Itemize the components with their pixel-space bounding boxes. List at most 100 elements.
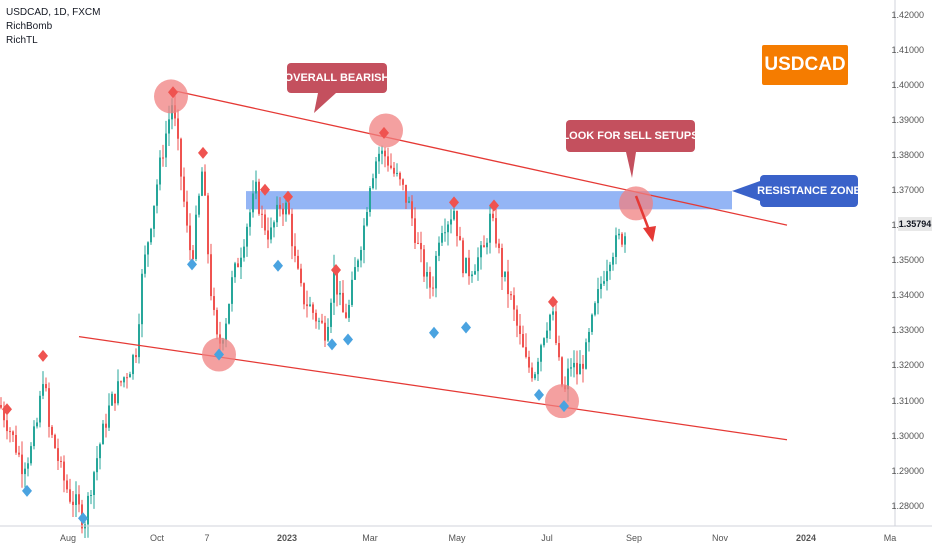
candle-body: [516, 309, 518, 326]
candle-body: [585, 342, 587, 369]
candle-body: [513, 295, 515, 310]
candle-body: [453, 210, 455, 220]
candle-body: [183, 176, 185, 202]
candle-body: [456, 210, 458, 237]
symbol-info: USDCAD, 1D, FXCM: [6, 7, 101, 18]
candle-body: [360, 249, 362, 261]
candle-body: [273, 222, 275, 228]
candle-body: [150, 228, 152, 243]
candle-body: [279, 204, 281, 209]
candle-body: [306, 304, 308, 307]
candle-body: [231, 277, 233, 304]
candle-body: [207, 195, 209, 255]
sell-arrow-head: [643, 226, 656, 242]
candle-body: [108, 405, 110, 428]
price-tick-label: 1.31000: [891, 395, 924, 406]
price-tick-label: 1.29000: [891, 465, 924, 476]
price-tick-label: 1.38000: [891, 150, 924, 161]
candle-body: [450, 219, 452, 225]
candle-body: [159, 157, 161, 185]
candle-body: [156, 184, 158, 206]
candle-body: [258, 181, 260, 214]
time-tick-label: Jul: [541, 533, 553, 543]
candle-body: [18, 452, 20, 455]
candle-body: [210, 254, 212, 297]
candle-body: [573, 362, 575, 368]
candle-body: [363, 225, 365, 250]
candle-body: [330, 302, 332, 327]
buy-signal-diamond: [187, 258, 197, 271]
sell-signal-diamond: [548, 295, 558, 308]
candle-body: [288, 202, 290, 214]
candle-body: [105, 423, 107, 428]
candle-body: [147, 242, 149, 255]
indicator-richtl[interactable]: RichTL: [6, 35, 38, 46]
time-tick-label: 7: [204, 533, 210, 543]
candle-body: [390, 165, 392, 168]
sell-signal-diamond: [168, 86, 178, 99]
highlight-circle: [619, 186, 653, 221]
time-tick-label: Ma: [883, 533, 897, 543]
candle-body: [432, 287, 434, 289]
candle-body: [369, 188, 371, 213]
candle-body: [276, 204, 278, 223]
candle-body: [45, 384, 47, 389]
candle-body: [318, 320, 320, 322]
overall-bearish-callout: OVERALL BEARISH: [285, 63, 389, 93]
time-tick-label: Nov: [711, 533, 729, 543]
trendlines: [78, 89, 788, 441]
candle-body: [441, 233, 443, 243]
sell-signal-diamond: [449, 196, 459, 209]
candle-body: [90, 494, 92, 496]
zone-callout-pointer: [732, 181, 760, 201]
candle-body: [39, 395, 41, 423]
candle-body: [0, 405, 2, 408]
candle-body: [312, 304, 314, 313]
candle-body: [255, 181, 257, 194]
sell-signal-diamond: [379, 126, 389, 139]
candle-body: [525, 347, 527, 357]
candle-body: [354, 267, 356, 280]
candle-body: [36, 422, 38, 427]
candle-body: [12, 431, 14, 436]
candle-body: [384, 150, 386, 157]
price-tick-label: 1.33000: [891, 325, 924, 336]
candle-body: [93, 472, 95, 495]
candle-body: [618, 233, 620, 236]
buy-signal-diamond: [559, 400, 569, 413]
candle-body: [15, 435, 17, 453]
candle-body: [498, 243, 500, 248]
candle-body: [372, 178, 374, 189]
candle-body: [357, 260, 359, 268]
candle-body: [345, 312, 347, 318]
candle-body: [285, 202, 287, 215]
candle-body: [153, 205, 155, 229]
resistance-zone: [246, 191, 732, 210]
candle-body: [87, 495, 89, 525]
buy-signal-diamond: [534, 388, 544, 401]
candle-body: [408, 201, 410, 203]
candle-body: [429, 271, 431, 288]
candle-body: [396, 172, 398, 174]
candle-body: [348, 304, 350, 318]
candle-body: [495, 218, 497, 244]
upper-trendline: [172, 89, 788, 226]
candle-body: [342, 292, 344, 313]
candle-body: [96, 458, 98, 473]
candle-body: [351, 279, 353, 305]
time-tick-label: Sep: [625, 533, 643, 543]
candle-body: [609, 264, 611, 272]
candle-body: [567, 368, 569, 390]
candle-body: [303, 283, 305, 305]
buy-signal-diamond: [327, 338, 337, 351]
candle-body: [57, 448, 59, 461]
annotation-arrows: [314, 93, 760, 242]
candle-body: [270, 227, 272, 240]
indicator-richbomb[interactable]: RichBomb: [6, 21, 53, 32]
resistance-zone-layer: [246, 191, 732, 210]
time-tick-label: Oct: [149, 533, 165, 543]
candle-body: [198, 195, 200, 215]
buy-signal-diamond: [343, 333, 353, 346]
price-tick-label: 1.35000: [891, 255, 924, 266]
